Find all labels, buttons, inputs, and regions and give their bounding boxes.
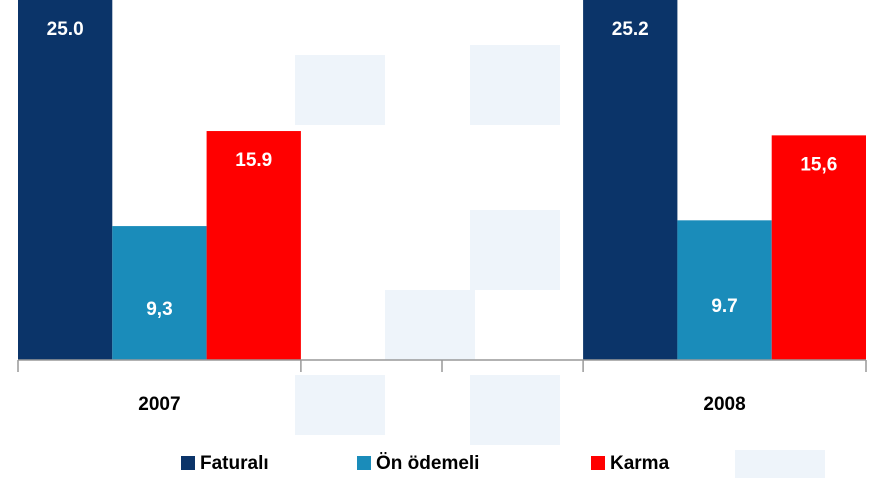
x-tick-label: 2007 — [138, 394, 180, 415]
bar — [771, 135, 866, 360]
data-label: 25.0 — [47, 19, 84, 40]
data-label: 15,6 — [800, 154, 837, 175]
bar — [206, 131, 301, 360]
legend-label: Karma — [610, 453, 670, 474]
bar — [677, 220, 772, 360]
bar — [18, 0, 113, 360]
data-label: 25.2 — [612, 19, 649, 40]
x-tick-label: 2008 — [703, 394, 745, 415]
data-label: 15.9 — [235, 150, 272, 171]
legend-swatch — [357, 456, 371, 470]
background-decor — [295, 45, 825, 478]
legend-swatch — [181, 456, 195, 470]
bar — [112, 226, 207, 360]
bar — [583, 0, 678, 361]
data-label: 9,3 — [146, 299, 172, 320]
legend-swatch — [591, 456, 605, 470]
legend-label: Ön ödemeli — [376, 453, 479, 474]
data-label: 9.7 — [711, 296, 737, 317]
legend-label: Faturalı — [200, 453, 269, 474]
